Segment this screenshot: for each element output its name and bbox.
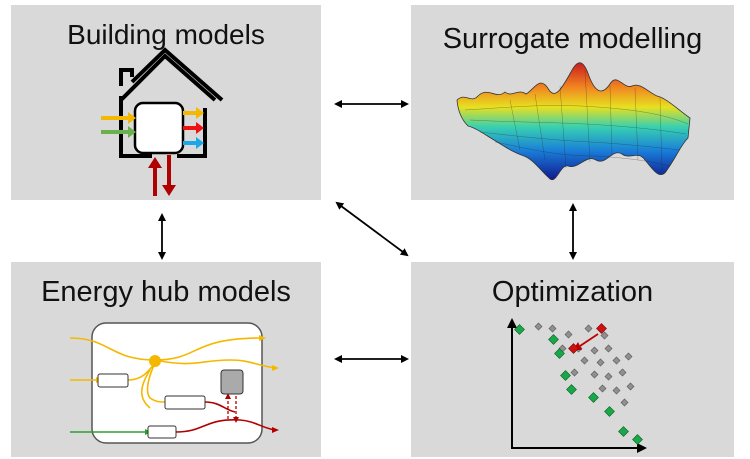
building-models-title: Building models — [67, 19, 265, 50]
optimization-panel: Optimization — [411, 262, 734, 457]
building-models-panel: Building models — [11, 5, 321, 200]
optimization-title: Optimization — [491, 276, 654, 308]
surrogate-modelling-title: Surrogate modelling — [442, 23, 703, 55]
arrow-building-optimization — [335, 201, 409, 257]
energy-hub-models-title: Energy hub models — [41, 276, 291, 308]
